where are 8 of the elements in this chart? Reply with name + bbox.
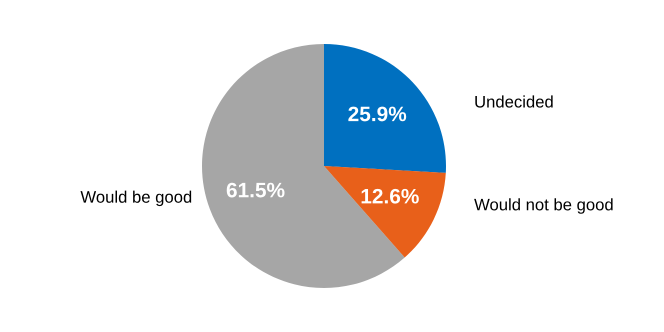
pie-slice [324,166,446,258]
slice-label: Would not be good [474,198,613,214]
data-label: 12.6% [362,188,419,204]
data-label: 25.9% [348,106,406,122]
slice-label: Undecided [475,95,553,108]
data-label: 61.5% [226,182,285,198]
pie-slice [324,44,446,173]
slice-label: Would be good [80,190,192,206]
